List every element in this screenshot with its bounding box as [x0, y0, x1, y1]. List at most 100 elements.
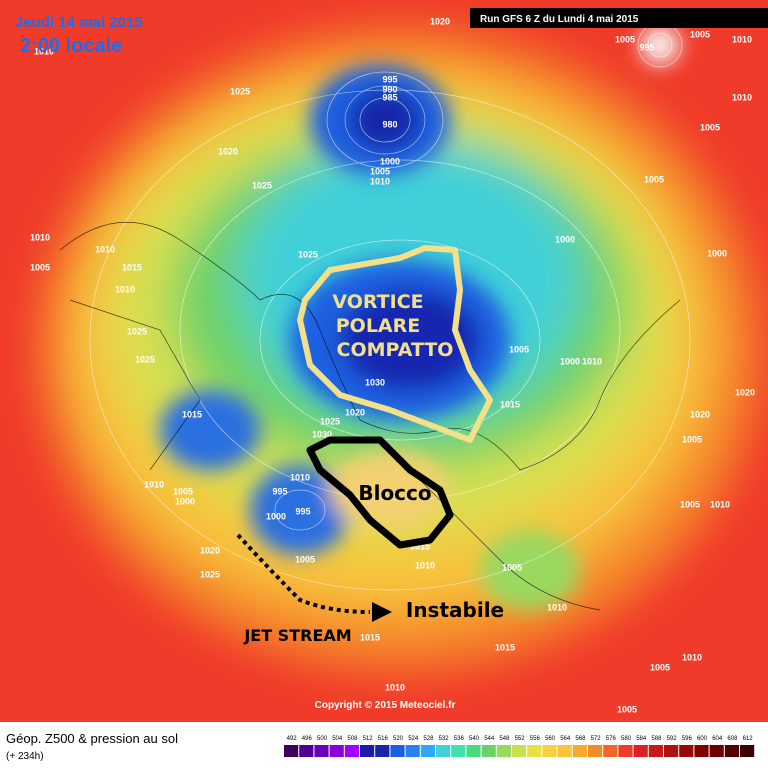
isobar-label: 1020 — [735, 387, 755, 397]
isobar-label: 1010 — [415, 560, 435, 570]
colorbar-swatch — [603, 745, 618, 757]
isobar-label: 1015 — [495, 642, 515, 652]
colorbar-label: 552 — [515, 736, 526, 742]
colorbar-swatch — [299, 745, 314, 757]
colorbar-label: 604 — [712, 736, 723, 742]
isobar-label: 985 — [382, 92, 397, 102]
colorbar-swatch — [572, 745, 587, 757]
isobar-label: 1005 — [173, 486, 193, 496]
isobar-label: 1015 — [500, 399, 520, 409]
colorbar-swatch — [648, 745, 663, 757]
colorbar-swatch — [694, 745, 709, 757]
isobar-label: 1005 — [509, 344, 529, 354]
isobar-label: 1010 — [370, 176, 390, 186]
colorbar-label: 588 — [651, 736, 662, 742]
isobar-label: 1030 — [365, 377, 385, 387]
block-label: Blocco — [358, 481, 431, 505]
isobar-label: 1015 — [410, 541, 430, 551]
isobar-label: 1000 — [175, 496, 195, 506]
colorbar-label: 504 — [332, 736, 343, 742]
colorbar-label: 596 — [682, 736, 693, 742]
colorbar-label: 536 — [454, 736, 465, 742]
colorbar-swatch — [329, 745, 344, 757]
colorbar-label: 516 — [378, 736, 389, 742]
isobar-label: 980 — [382, 119, 397, 129]
isobar-label: 1010 — [115, 284, 135, 294]
isobar-label: 1020 — [690, 409, 710, 419]
isobar-label: 1025 — [320, 416, 340, 426]
isobar-label: 1005 — [644, 174, 664, 184]
colorbar-label: 520 — [393, 736, 404, 742]
colorbar-label: 500 — [317, 736, 328, 742]
colorbar-swatch — [466, 745, 481, 757]
isobar-label: 1005 — [690, 29, 710, 39]
colorbar-label: 512 — [363, 736, 374, 742]
isobar-label: 995 — [382, 74, 397, 84]
isobar-label: 1000 — [380, 156, 400, 166]
colorbar-label: 572 — [591, 736, 602, 742]
isobar-label: 1000 — [266, 511, 286, 521]
isobar-label: 1010 — [290, 472, 310, 482]
colorbar-label: 544 — [484, 736, 495, 742]
colorbar-label: 548 — [499, 736, 510, 742]
colorbar-label: 492 — [287, 736, 298, 742]
colorbar-label: 524 — [408, 736, 419, 742]
isobar-label: 1010 — [732, 34, 752, 44]
isobar-label: 990 — [382, 84, 397, 94]
colorbar-swatch — [740, 745, 755, 757]
colorbar-swatch — [512, 745, 527, 757]
isobar-label: 1010 — [682, 652, 702, 662]
isobar-label: 1015 — [360, 632, 380, 642]
colorbar-swatch — [375, 745, 390, 757]
colorbar-swatch — [481, 745, 496, 757]
isobar-label: 1020 — [430, 16, 450, 26]
isobar-label: 1025 — [252, 180, 272, 190]
isobar-label: 1010 — [547, 602, 567, 612]
block-outline — [306, 436, 454, 549]
isobar-label: 1005 — [700, 122, 720, 132]
header-time: 2:00 locale — [20, 35, 122, 57]
isobar-label: 1010 — [95, 244, 115, 254]
colorbar-swatch — [664, 745, 679, 757]
colorbar-swatch — [496, 745, 511, 757]
colorbar-swatch — [557, 745, 572, 757]
copyright: Copyright © 2015 Meteociel.fr — [315, 700, 456, 711]
run-box — [470, 8, 768, 28]
colorbar-label: 564 — [560, 736, 571, 742]
header-date: Jeudi 14 mai 2015 — [15, 14, 143, 31]
isobar-label: 1010 — [34, 46, 54, 56]
isobar-label: 1005 — [682, 434, 702, 444]
colorbar-swatch — [679, 745, 694, 757]
colorbar-label: 496 — [302, 736, 313, 742]
colorbar-label: 612 — [743, 736, 754, 742]
footer-subtitle: (+ 234h) — [6, 751, 44, 762]
isobar-label: 1025 — [298, 249, 318, 259]
colorbar-label: 592 — [667, 736, 678, 742]
colorbar-swatch — [724, 745, 739, 757]
colorbar-label: 508 — [347, 736, 358, 742]
isobar-label: 1010 — [732, 92, 752, 102]
jet-label: JET STREAM — [243, 626, 351, 645]
isobar-label: 1015 — [182, 409, 202, 419]
isobar-label: 1010 — [582, 356, 602, 366]
colorbar-swatch — [360, 745, 375, 757]
isobar-label: 995 — [272, 486, 287, 496]
isobar-label: 1010 — [385, 682, 405, 692]
isobar-label: 1020 — [345, 407, 365, 417]
colorbar-label: 600 — [697, 736, 708, 742]
colorbar-swatch — [451, 745, 466, 757]
footer-title: Géop. Z500 & pression au sol — [6, 731, 178, 746]
colorbar-label: 556 — [530, 736, 541, 742]
isobar-labels: 1020101010259959909859801020102510001005… — [30, 16, 755, 714]
geopotential-field — [0, 0, 768, 722]
colorbar-swatch — [436, 745, 451, 757]
colorbar-swatch — [405, 745, 420, 757]
isobar-label: 1010 — [710, 499, 730, 509]
colorbar-swatch — [588, 745, 603, 757]
isobar-label: 1010 — [30, 232, 50, 242]
unstable-label: Instabile — [406, 598, 504, 622]
colorbar-swatch — [618, 745, 633, 757]
colorbar-label: 528 — [423, 736, 434, 742]
isobar-label: 1005 — [295, 554, 315, 564]
